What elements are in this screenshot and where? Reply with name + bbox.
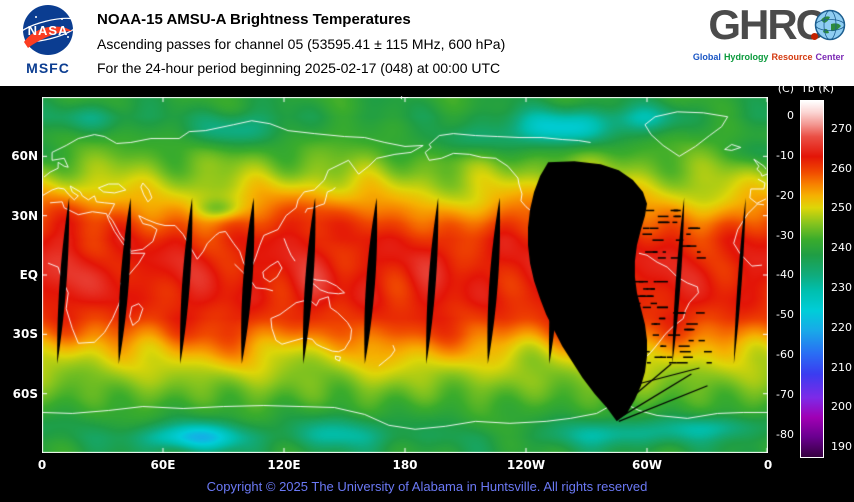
subtitle-channel: Ascending passes for channel 05 (53595.4…	[97, 36, 506, 52]
lon-tick-label: 60E	[150, 458, 176, 472]
colorbar-kelvin-tick: 250	[831, 201, 852, 215]
page-title: NOAA-15 AMSU-A Brightness Temperatures	[97, 11, 411, 28]
cursor-arrow-icon: ←	[397, 87, 411, 103]
lon-tick-label: 120W	[506, 458, 546, 472]
lon-tick-label: 0	[37, 458, 47, 472]
lat-tick-label: 30S	[12, 327, 38, 342]
ghrc-subtitle: Global Hydrology Resource Center	[690, 52, 844, 62]
lat-tick-label: EQ	[19, 268, 38, 282]
nasa-logo-text: NASA	[28, 23, 69, 38]
copyright-text: Copyright © 2025 The University of Alaba…	[206, 479, 648, 494]
subtitle-period: For the 24-hour period beginning 2025-02…	[97, 60, 501, 76]
colorbar-kelvin-tick: 210	[831, 360, 852, 374]
msfc-label: MSFC	[26, 60, 70, 76]
ghrc-letters: GHR	[708, 1, 797, 48]
ghrc-word: Resource	[771, 52, 813, 62]
lon-tick-label: 0	[763, 458, 773, 472]
lat-tick-label: 60S	[12, 386, 38, 401]
colorbar-kelvin-tick: 200	[831, 400, 852, 414]
colorbar-kelvin-tick: 190	[831, 440, 852, 454]
lon-tick-label: 60W	[632, 458, 662, 472]
lat-tick-label: 60N	[11, 149, 38, 164]
colorbar-kelvin-tick: 270	[831, 121, 852, 135]
ghrc-word: Hydrology	[723, 52, 769, 62]
colorbar-kelvin-tick: 220	[831, 320, 852, 334]
colorbar-celsius-header: (C)	[777, 82, 794, 95]
lon-tick-label: 120E	[267, 458, 301, 472]
ghrc-word: Global	[692, 52, 721, 62]
ghrc-logo: GHR C	[708, 2, 846, 48]
colorbar-kelvin-tick: 240	[831, 241, 852, 255]
ghrc-word: Center	[815, 52, 844, 62]
colorbar-kelvin-tick: 230	[831, 280, 852, 294]
globe-icon	[811, 9, 846, 41]
nasa-insignia-icon: NASA	[16, 5, 80, 55]
brightness-temperature-map	[42, 97, 768, 453]
colorbar-kelvin-header: Tb (K)	[801, 82, 834, 95]
header-bar: NASA MSFC NOAA-15 AMSU-A Brightness Temp…	[0, 0, 854, 86]
lon-tick-label: 180	[392, 458, 418, 472]
nasa-logo: NASA	[10, 3, 86, 64]
colorbar	[800, 100, 824, 458]
lat-tick-label: 30N	[11, 208, 38, 223]
colorbar-kelvin-tick: 260	[831, 161, 852, 175]
ghrc-red-dot	[811, 33, 818, 40]
